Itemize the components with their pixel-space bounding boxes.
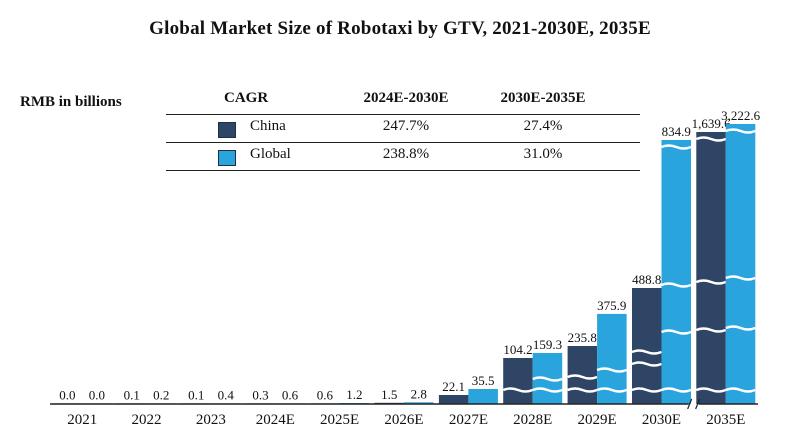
bar-china-2027e (438, 395, 469, 404)
x-tick-label-2030e: 2030E (642, 412, 681, 428)
axis-break-mark (567, 387, 598, 393)
axis-break-mark (631, 361, 662, 367)
data-label-global-2022: 0.2 (153, 387, 169, 402)
data-label-china-2035e: 1,639.6 (692, 116, 732, 131)
x-tick-label-2029e: 2029E (578, 412, 617, 428)
axis-break-mark (661, 144, 692, 150)
data-label-global-2023: 0.4 (218, 387, 235, 402)
data-label-global-2025e: 1.2 (346, 387, 362, 402)
x-axis-break-mark (687, 398, 693, 410)
x-tick-label-2035e: 2035E (706, 412, 745, 428)
cagr-table: CAGR 2024E-2030E 2030E-2035E China 247.7… (166, 86, 640, 171)
cagr-header-label: CAGR (224, 90, 269, 106)
data-label-global-2029e: 375.9 (597, 298, 626, 313)
data-label-global-2027e: 35.5 (472, 373, 495, 388)
cagr-rule (166, 114, 640, 115)
data-label-global-2035e: 3,222.6 (721, 108, 761, 123)
axis-break-mark (661, 387, 692, 393)
axis-break-mark (596, 367, 628, 373)
legend-swatch-global (218, 150, 236, 166)
cagr-row-global: Global 238.8% 31.0% (166, 142, 640, 170)
chart-title: Global Market Size of Robotaxi by GTV, 2… (149, 18, 651, 39)
data-label-china-2029e: 235.8 (568, 330, 597, 345)
data-label-china-2023: 0.1 (188, 387, 204, 402)
cagr-global-period-2: 31.0% (523, 146, 563, 162)
axis-break-mark (532, 376, 563, 382)
data-label-china-2022: 0.1 (124, 387, 140, 402)
axis-break-mark (502, 387, 534, 393)
x-tick-label-2026e: 2026E (384, 412, 423, 428)
cagr-china-period-2: 27.4% (523, 118, 563, 134)
axis-break-mark (725, 325, 756, 331)
axis-break-mark (725, 275, 756, 281)
cagr-china-period-1: 247.7% (382, 118, 430, 134)
cagr-global-period-1: 238.8% (382, 146, 430, 162)
x-tick-label-2028e: 2028E (513, 412, 552, 428)
data-label-china-2021: 0.0 (59, 387, 75, 402)
axis-break-mark (532, 387, 563, 393)
axis-break-mark (725, 128, 756, 134)
data-label-global-2024e: 0.6 (282, 387, 299, 402)
legend-label-global: Global (250, 146, 291, 162)
bar-global-2026e (404, 402, 434, 404)
bar-global-2027e (468, 389, 498, 404)
axis-break-mark (631, 387, 662, 393)
data-label-global-2026e: 2.8 (411, 386, 427, 401)
axis-break-mark (695, 136, 727, 142)
data-label-china-2025e: 0.6 (317, 387, 334, 402)
bar-china-2028e (503, 358, 533, 404)
x-tick-label-2023: 2023 (196, 412, 226, 428)
axis-break-mark (661, 282, 692, 288)
axis-break-mark (695, 279, 727, 285)
x-tick-label-2027e: 2027E (449, 412, 488, 428)
data-label-china-2024e: 0.3 (252, 387, 268, 402)
data-label-global-2030e: 834.9 (662, 124, 691, 139)
data-label-china-2026e: 1.5 (381, 387, 397, 402)
legend-label-china: China (250, 118, 286, 134)
cagr-header-period-1: 2024E-2030E (363, 90, 449, 106)
axis-break-mark (695, 327, 727, 333)
axis-break-mark (661, 329, 692, 335)
x-tick-label-2021: 2021 (67, 412, 97, 428)
axis-break-mark (567, 374, 598, 380)
unit-label: RMB in billions (20, 94, 122, 110)
cagr-row-china: China 247.7% 27.4% (166, 114, 640, 142)
bar-china-2030e (632, 288, 662, 404)
x-axis-break-mark (695, 398, 701, 410)
legend-swatch-china (218, 122, 236, 138)
data-label-global-2028e: 159.3 (533, 337, 562, 352)
cagr-rule (166, 142, 640, 143)
axis-break-mark (596, 387, 628, 393)
axis-break-mark (695, 387, 727, 393)
data-label-china-2027e: 22.1 (442, 379, 465, 394)
axis-break-mark (631, 349, 662, 355)
axis-break-mark (725, 387, 756, 393)
cagr-header-row: CAGR 2024E-2030E 2030E-2035E (166, 86, 640, 114)
x-tick-label-2022: 2022 (132, 412, 162, 428)
cagr-rule (166, 170, 640, 171)
bar-global-2035e (725, 124, 756, 404)
data-label-china-2028e: 104.2 (503, 342, 532, 357)
data-label-china-2030e: 488.8 (632, 272, 661, 287)
data-label-global-2021: 0.0 (89, 387, 105, 402)
x-tick-label-2024e: 2024E (256, 412, 295, 428)
bar-global-2030e (661, 140, 691, 404)
bar-china-2035e (696, 132, 726, 404)
cagr-header-period-2: 2030E-2035E (500, 90, 586, 106)
x-tick-label-2025e: 2025E (320, 412, 359, 428)
